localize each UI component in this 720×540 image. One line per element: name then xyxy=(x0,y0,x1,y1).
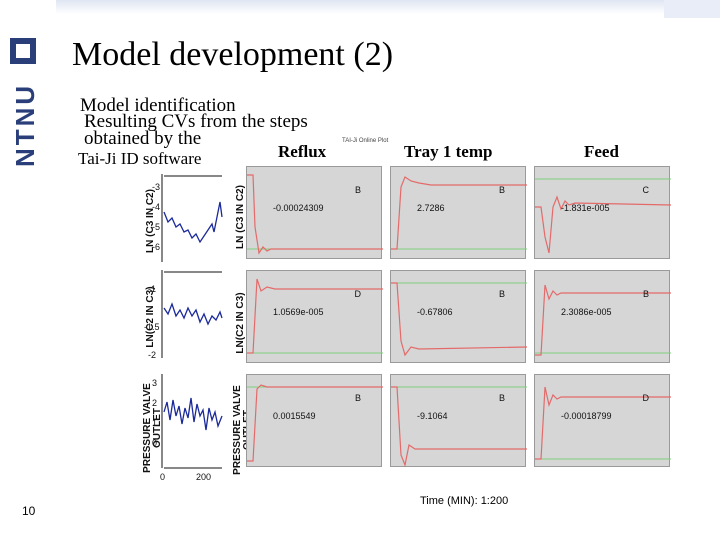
ytick: -1 xyxy=(148,284,157,294)
panel-tag: B xyxy=(642,289,649,299)
panel-gain: -9.1064 xyxy=(417,411,448,421)
panel-tag: B xyxy=(354,185,361,195)
ytick: -4 xyxy=(152,202,161,212)
response-panel-reflux-c3: B -0.00024309 xyxy=(246,166,383,259)
time-axis-label: Time (MIN): 1:200 xyxy=(420,495,509,507)
response-panel-tray-pressure: B -9.1064 xyxy=(390,374,527,468)
response-panel-feed-pressure: D -0.00018799 xyxy=(534,374,671,467)
ytick: -2 xyxy=(148,350,157,360)
panel-tag: B xyxy=(498,393,505,403)
panel-gain: 1.0569e-005 xyxy=(273,307,324,317)
ytick: -6 xyxy=(152,242,161,252)
slide-title: Model development (2) xyxy=(72,36,394,73)
ytick: 3 xyxy=(152,378,158,388)
cv-label-c3-in-c2: LN (C3 IN C2) xyxy=(235,185,246,249)
panel-gain: 2.3086e-005 xyxy=(561,307,612,317)
panel-tag: D xyxy=(642,393,650,403)
panel-gain: -0.67806 xyxy=(417,307,453,317)
panel-tag: C xyxy=(642,185,650,195)
response-panel-feed-c2: B 2.3086e-005 xyxy=(534,270,671,363)
measured-plot-3: 3 2 1 0 0 200 xyxy=(152,372,232,482)
page-number: 10 xyxy=(22,504,36,518)
ytick: -3 xyxy=(152,182,161,192)
measured-plot-1: -3 -4 -5 -6 xyxy=(152,172,232,262)
response-panel-tray-c2: B -0.67806 xyxy=(390,270,527,363)
panel-gain: -0.00018799 xyxy=(561,411,612,421)
slide-top-band xyxy=(0,0,720,14)
response-panel-tray-c3: B 2.7286 xyxy=(390,166,527,259)
slide-corner-decoration xyxy=(664,0,720,18)
panel-tag: B xyxy=(498,289,505,299)
panel-tag: B xyxy=(354,393,361,403)
panel-gain: -1.831e-005 xyxy=(561,203,610,213)
response-panel-reflux-pressure: B 0.0015549 xyxy=(246,374,383,467)
bullet-resulting-cvs: Resulting CVs from the steps obtained by… xyxy=(84,111,308,149)
xtick: 200 xyxy=(196,472,212,482)
bullet-model-identification: Model identification xyxy=(80,95,236,116)
plot-caption: TAI-Ji Online Plot xyxy=(342,138,389,144)
column-header-feed: Feed xyxy=(584,142,619,161)
panel-gain: -0.00024309 xyxy=(273,203,324,213)
response-panel-feed-c3: C -1.831e-005 xyxy=(534,166,671,259)
measured-series-pressure-valve xyxy=(161,374,223,469)
tool-name: Tai-Ji ID software xyxy=(78,149,202,168)
ntnu-logo-text: NTNU xyxy=(10,82,40,168)
ytick: 2 xyxy=(152,398,158,408)
xtick: 0 xyxy=(160,472,166,482)
slide-sidebar: NTNU xyxy=(0,0,56,540)
ytick: -5 xyxy=(152,222,161,232)
ytick: 1 xyxy=(152,418,158,428)
response-panel-reflux-c2: D 1.0569e-005 xyxy=(246,270,383,363)
panel-gain: 0.0015549 xyxy=(273,411,316,421)
cv-label-c2-in-c3: LN(C2 IN C3) xyxy=(235,292,246,354)
panel-gain: 2.7286 xyxy=(417,203,445,213)
measured-plot-2: -1 -1.5 -2 xyxy=(144,268,232,360)
ytick: 0 xyxy=(152,438,158,448)
ntnu-logo-icon xyxy=(10,38,36,64)
ytick: -1.5 xyxy=(144,322,160,332)
measured-series-c3-in-c2 xyxy=(161,174,223,262)
column-header-reflux: Reflux xyxy=(278,142,327,161)
panel-tag: B xyxy=(498,185,505,195)
measured-series-c2-in-c3 xyxy=(161,270,223,358)
column-header-tray-temp: Tray 1 temp xyxy=(404,142,493,161)
panel-tag: D xyxy=(354,289,362,299)
